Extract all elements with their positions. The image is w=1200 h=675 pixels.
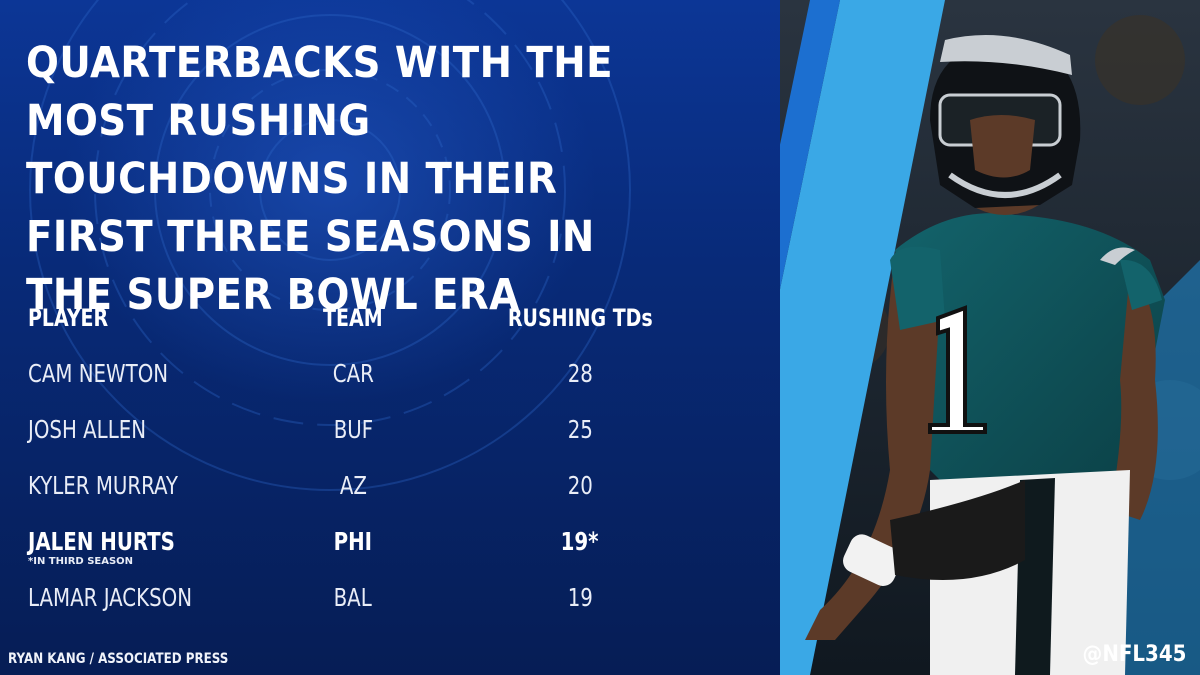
background-rings	[29, 0, 631, 491]
table-row: CAM NEWTON CAR 28	[28, 356, 728, 412]
player-name: KYLER MURRAY	[28, 471, 178, 500]
table-row: KYLER MURRAY AZ 20	[28, 468, 728, 524]
table-row: LAMAR JACKSON BAL 19	[28, 580, 728, 636]
stats-table: PLAYER TEAM RUSHING TDs CAM NEWTON CAR 2…	[28, 300, 728, 636]
table-row-highlighted: JALEN HURTS *IN THIRD SEASON PHI 19*	[28, 524, 728, 580]
table-header: PLAYER TEAM RUSHING TDs	[28, 300, 728, 356]
player-name: CAM NEWTON	[28, 359, 169, 388]
header-player: PLAYER	[28, 304, 109, 332]
photo-credit: RYAN KANG / ASSOCIATED PRESS	[8, 651, 229, 667]
page-title: QUARTERBACKS WITH THE MOST RUSHING TOUCH…	[26, 38, 613, 320]
social-handle: @NFL345	[1082, 642, 1186, 667]
player-name: LAMAR JACKSON	[28, 583, 193, 612]
player-name: JALEN HURTS	[28, 527, 175, 556]
player-photo	[780, 0, 1200, 675]
footnote: *IN THIRD SEASON	[28, 556, 134, 567]
player-name: JOSH ALLEN	[28, 415, 147, 444]
table-row: JOSH ALLEN BUF 25	[28, 412, 728, 468]
